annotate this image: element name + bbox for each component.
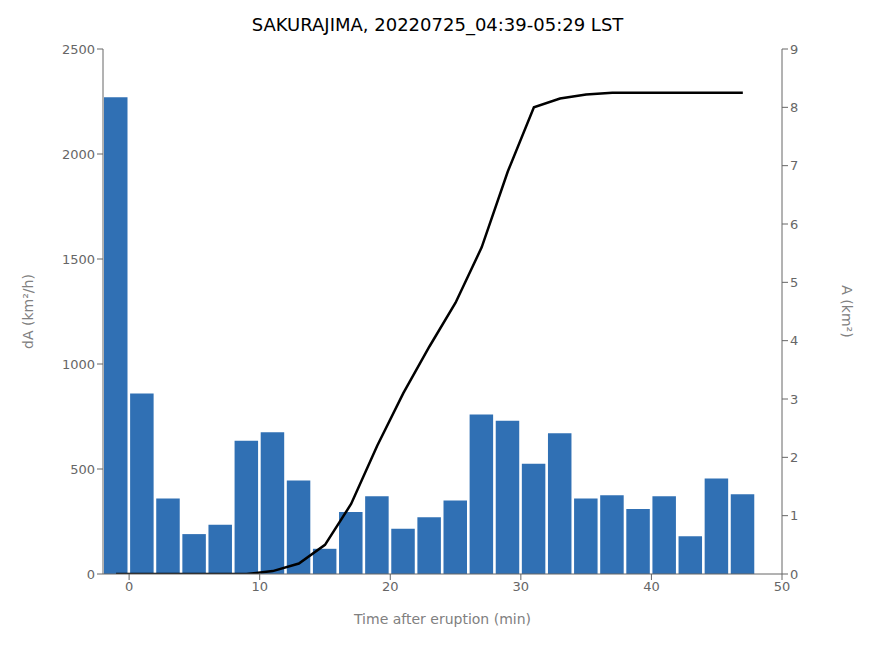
svg-text:dA (km²/h): dA (km²/h)	[20, 274, 36, 349]
svg-text:6: 6	[790, 217, 798, 232]
svg-text:10: 10	[251, 579, 268, 594]
svg-text:0: 0	[87, 567, 95, 582]
svg-text:5: 5	[790, 275, 798, 290]
svg-text:A (km²): A (km²)	[839, 285, 855, 337]
svg-text:2000: 2000	[62, 147, 95, 162]
svg-text:4: 4	[790, 333, 798, 348]
svg-text:500: 500	[70, 462, 95, 477]
svg-text:30: 30	[513, 579, 530, 594]
svg-text:1500: 1500	[62, 252, 95, 267]
svg-text:0: 0	[790, 567, 798, 582]
svg-text:Time after eruption (min): Time after eruption (min)	[353, 611, 531, 627]
svg-text:0: 0	[125, 579, 133, 594]
svg-text:40: 40	[643, 579, 660, 594]
html-text:SAKURAJIMA, 20220725_04:39-05:: SAKURAJIMA, 20220725_04:39-05:29 LST	[251, 14, 624, 35]
svg-text:1: 1	[790, 508, 798, 523]
svg-text:7: 7	[790, 158, 798, 173]
svg-text:3: 3	[790, 392, 798, 407]
svg-text:50: 50	[774, 579, 791, 594]
svg-text:1000: 1000	[62, 357, 95, 372]
svg-text:20: 20	[382, 579, 399, 594]
svg-text:9: 9	[790, 42, 798, 57]
svg-text:2500: 2500	[62, 42, 95, 57]
svg-text:2: 2	[790, 450, 798, 465]
svg-text:8: 8	[790, 100, 798, 115]
